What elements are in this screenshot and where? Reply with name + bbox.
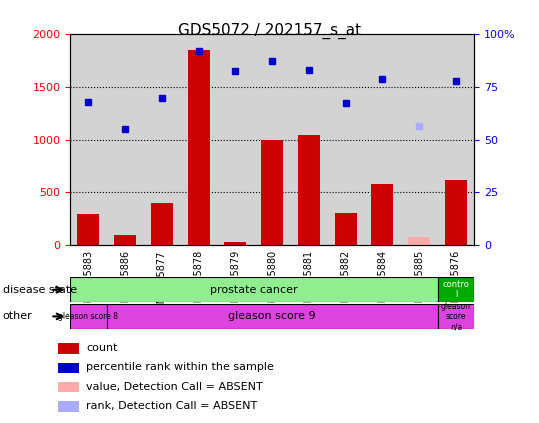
Bar: [224, 242, 246, 245]
Bar: [371, 184, 393, 245]
Bar: [188, 50, 210, 245]
Bar: [151, 203, 173, 245]
Text: prostate cancer: prostate cancer: [210, 285, 298, 295]
Bar: [408, 237, 430, 245]
Text: count: count: [86, 343, 118, 353]
Bar: [261, 140, 283, 245]
Bar: [59, 401, 79, 412]
Bar: [59, 382, 79, 392]
Bar: [298, 135, 320, 245]
Text: gleason score 9: gleason score 9: [229, 311, 316, 321]
Bar: [445, 180, 467, 245]
Bar: [114, 235, 136, 245]
Text: gleason
score
n/a: gleason score n/a: [441, 302, 471, 331]
Text: contro
l: contro l: [443, 280, 469, 299]
Text: percentile rank within the sample: percentile rank within the sample: [86, 363, 274, 372]
Text: rank, Detection Call = ABSENT: rank, Detection Call = ABSENT: [86, 401, 257, 411]
Text: other: other: [3, 311, 32, 321]
Text: gleason score 8: gleason score 8: [58, 312, 119, 321]
Bar: [70, 304, 107, 329]
Text: disease state: disease state: [3, 285, 77, 295]
Bar: [59, 363, 79, 373]
Bar: [438, 277, 474, 302]
Text: GDS5072 / 202157_s_at: GDS5072 / 202157_s_at: [178, 23, 361, 39]
Bar: [335, 213, 357, 245]
Bar: [107, 304, 438, 329]
Bar: [59, 343, 79, 354]
Bar: [438, 304, 474, 329]
Bar: [78, 214, 100, 245]
Text: value, Detection Call = ABSENT: value, Detection Call = ABSENT: [86, 382, 262, 392]
